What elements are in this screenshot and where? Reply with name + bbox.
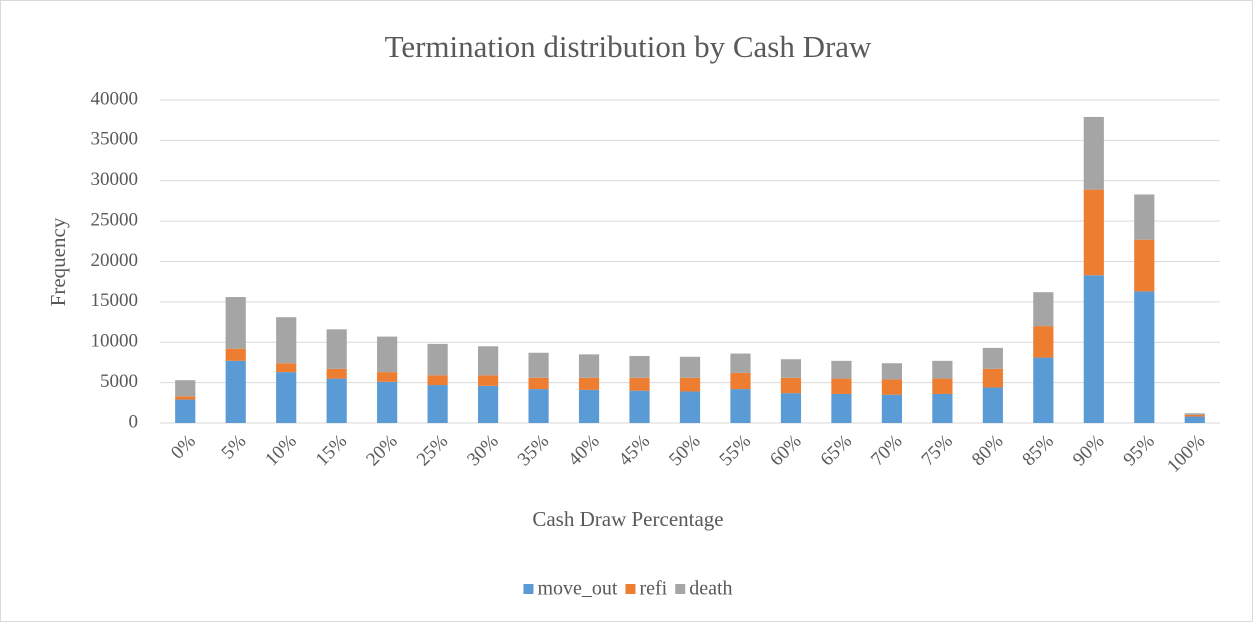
bar-segment xyxy=(427,343,448,376)
y-tick-label: 5000 xyxy=(100,371,138,392)
bar-segment xyxy=(326,329,347,369)
bar-segment xyxy=(831,378,852,394)
bar-segment xyxy=(1184,413,1205,415)
bar-segment xyxy=(377,336,398,373)
bar-segment xyxy=(225,360,246,423)
bar-segment xyxy=(326,368,347,379)
legend-label: refi xyxy=(639,578,667,600)
bar-segment xyxy=(225,348,246,361)
bar-segment xyxy=(780,359,802,378)
y-tick-label: 20000 xyxy=(91,250,139,271)
bar-segment xyxy=(629,390,650,423)
bar-segment xyxy=(881,363,902,380)
bar-segment xyxy=(528,389,549,423)
legend-swatch xyxy=(523,584,534,594)
bar-segment xyxy=(578,377,600,390)
bar-segment xyxy=(679,377,701,392)
bar-segment xyxy=(780,393,802,423)
bar-segment xyxy=(1134,291,1155,423)
bar-segment xyxy=(377,381,398,423)
bar-segment xyxy=(932,378,953,394)
bar-segment xyxy=(730,353,751,373)
bar-segment xyxy=(175,399,196,423)
bar-segment xyxy=(175,396,196,400)
bar-segment xyxy=(1184,414,1205,417)
bar-segment xyxy=(478,375,499,386)
bar-segment xyxy=(780,377,802,394)
bar-segment xyxy=(629,377,650,391)
bar-segment xyxy=(225,297,246,349)
bar-segment xyxy=(881,394,902,423)
bar-segment xyxy=(326,378,347,423)
y-tick-label: 35000 xyxy=(91,129,139,150)
y-tick-label: 30000 xyxy=(91,169,139,190)
y-tick-label: 15000 xyxy=(91,290,139,311)
bar-segment xyxy=(427,375,448,386)
bar-segment xyxy=(276,317,297,364)
legend-label: move_out xyxy=(537,578,617,600)
bar-segment xyxy=(1033,292,1054,327)
bar-segment xyxy=(528,377,549,390)
bar-segment xyxy=(932,360,953,379)
bar-segment xyxy=(528,352,549,378)
bar-segment xyxy=(730,389,751,423)
bar-segment xyxy=(1134,194,1155,240)
bar-segment xyxy=(982,347,1003,369)
bar-segment xyxy=(1033,357,1054,423)
bar-segment xyxy=(276,372,297,423)
bar-segment xyxy=(1083,189,1104,276)
bar-segment xyxy=(1184,416,1205,423)
bar-segment xyxy=(881,379,902,395)
legend-label: death xyxy=(689,578,732,600)
bar-segment xyxy=(478,385,499,423)
bar-segment xyxy=(730,372,751,390)
bar-segment xyxy=(578,354,600,378)
bar-segment xyxy=(427,385,448,423)
chart-title: Termination distribution by Cash Draw xyxy=(385,29,872,64)
bar-segment xyxy=(982,387,1003,423)
bar-segment xyxy=(679,391,701,423)
legend-swatch xyxy=(675,584,686,594)
legend-swatch xyxy=(625,584,636,594)
y-axis-title: Frequency xyxy=(46,217,70,306)
bar-segment xyxy=(679,356,701,378)
y-tick-label: 25000 xyxy=(91,209,139,230)
bar-segment xyxy=(1083,275,1104,423)
bar-segment xyxy=(377,372,398,382)
bar-segment xyxy=(1033,326,1054,358)
y-tick-label: 10000 xyxy=(91,331,139,352)
y-tick-label: 40000 xyxy=(91,88,139,109)
bar-segment xyxy=(175,380,196,397)
bar-segment xyxy=(629,355,650,378)
bar-segment xyxy=(982,368,1003,388)
x-axis-title: Cash Draw Percentage xyxy=(532,507,723,531)
bar-segment xyxy=(478,346,499,376)
y-tick-label: 0 xyxy=(129,411,139,432)
bar-segment xyxy=(276,363,297,373)
bar-segment xyxy=(1083,116,1104,190)
bar-segment xyxy=(578,389,600,423)
bar-segment xyxy=(831,360,852,379)
bar-segment xyxy=(1134,239,1155,292)
bar-segment xyxy=(831,393,852,423)
bar-segment xyxy=(932,393,953,423)
